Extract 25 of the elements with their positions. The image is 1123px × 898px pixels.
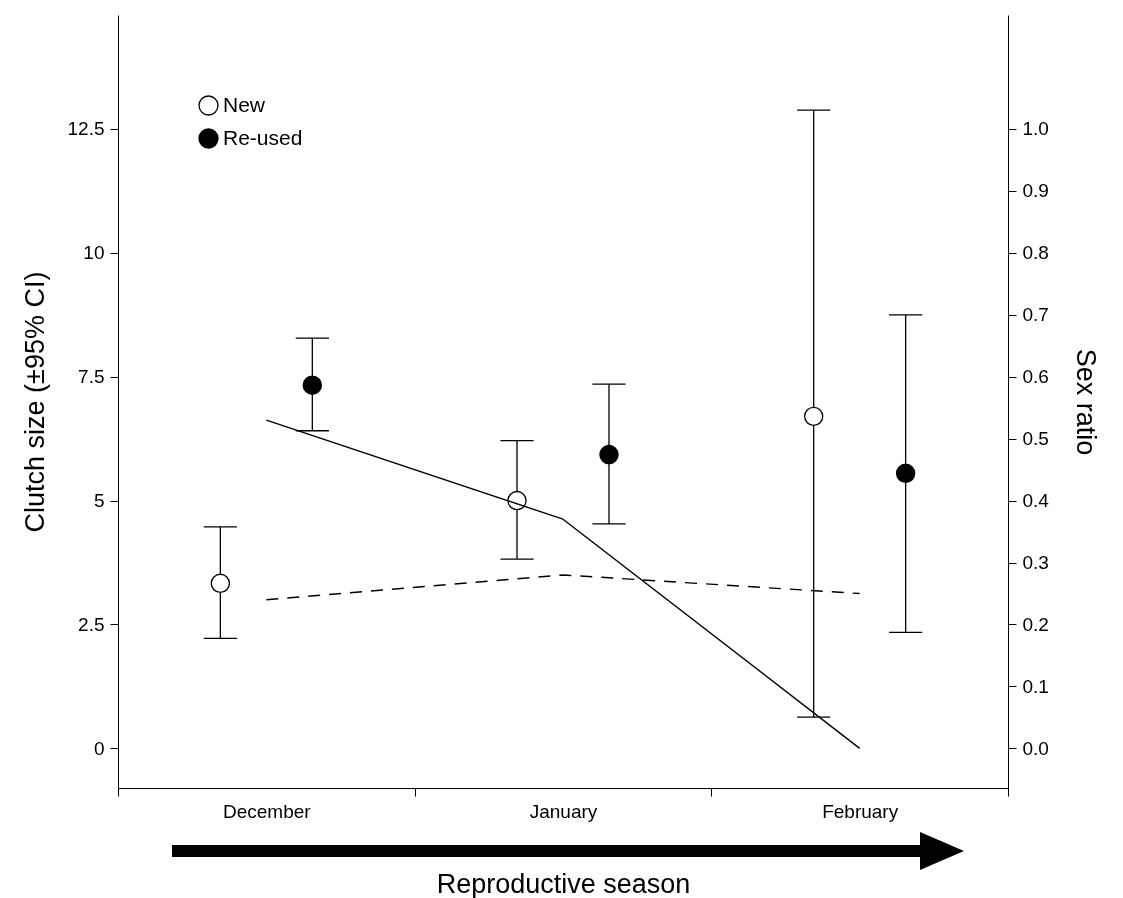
y-tick-label: 0 (93, 737, 105, 759)
y2-tick-label: 0.7 (1022, 304, 1049, 326)
x-axis-title: Reproductive season (436, 868, 691, 898)
y-tick-label: 7.5 (78, 366, 105, 388)
y2-tick-label: 0.0 (1022, 737, 1049, 759)
y2-tick-label: 0.9 (1022, 180, 1049, 202)
y2-tick-label: 0.6 (1022, 366, 1049, 388)
y2-tick-label: 0.3 (1022, 552, 1049, 574)
y-tick-label: 5 (93, 490, 105, 512)
y2-tick-label: 1.0 (1022, 118, 1049, 140)
y2-tick-label: 0.1 (1022, 675, 1049, 697)
y2-axis-title: Sex ratio (1070, 348, 1101, 456)
y-tick-label: 10 (83, 242, 105, 264)
x-tick-label: January (529, 800, 598, 822)
legend-label: Re-used (223, 125, 303, 149)
y2-tick-label: 0.2 (1022, 613, 1049, 635)
x-tick-label: February (822, 800, 899, 822)
y-tick-label: 12.5 (67, 118, 105, 140)
x-tick-label: December (223, 800, 312, 822)
y2-tick-label: 0.8 (1022, 242, 1049, 264)
legend-label: New (223, 92, 266, 116)
y2-tick-label: 0.4 (1022, 490, 1050, 512)
y2-tick-label: 0.5 (1022, 428, 1049, 450)
y-axis-title: Clutch size (±95% CI) (19, 271, 50, 533)
y-tick-label: 2.5 (78, 613, 105, 635)
